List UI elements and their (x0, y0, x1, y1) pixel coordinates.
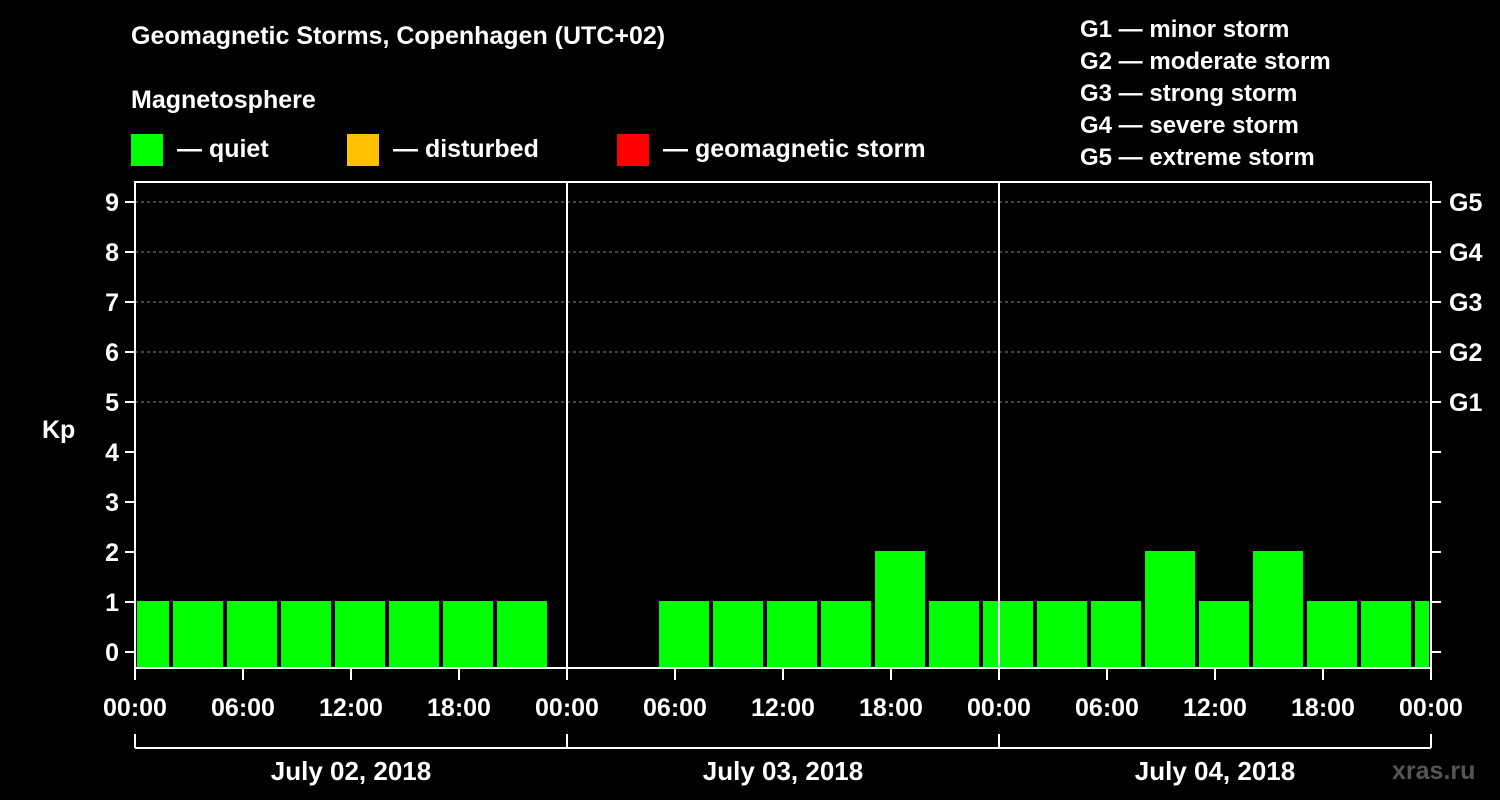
x-tick-label-8: 00:00 (967, 694, 1031, 722)
y-tick-label-3: 3 (105, 489, 119, 517)
x-tick-label-1: 06:00 (211, 694, 275, 722)
x-tick-label-4: 00:00 (535, 694, 599, 722)
storm-scale-legend: G1 — minor storm G2 — moderate storm G3 … (1080, 14, 1331, 174)
bar-12 (875, 551, 925, 668)
legend-label-disturbed: — disturbed (393, 135, 539, 163)
bar-17 (1145, 551, 1195, 668)
x-tick-label-11: 18:00 (1291, 694, 1355, 722)
bar-15 (1037, 601, 1087, 668)
y-tick-label-4: 4 (105, 439, 119, 467)
x-tick-label-5: 06:00 (643, 694, 707, 722)
right-axis-label-g5: G5 (1449, 189, 1482, 217)
y-axis-label: Kp (42, 416, 75, 444)
bar-22 (1415, 601, 1429, 668)
bar-11 (821, 601, 871, 668)
storm-scale-g2: G2 — moderate storm (1080, 48, 1331, 75)
day-label-2: July 04, 2018 (1135, 756, 1295, 786)
legend-swatch-storm (617, 134, 649, 166)
legend-label-storm: — geomagnetic storm (663, 135, 926, 163)
right-axis-label-g2: G2 (1449, 339, 1482, 367)
plot-frame (134, 181, 1432, 669)
magnetosphere-title: Magnetosphere (131, 86, 316, 114)
y-tick-label-6: 6 (105, 339, 119, 367)
storm-scale-g3: G3 — strong storm (1080, 80, 1298, 107)
bar-2 (227, 601, 277, 668)
y-tick-label-7: 7 (105, 289, 119, 317)
x-tick-label-2: 12:00 (319, 694, 383, 722)
bar-7 (497, 601, 547, 668)
x-tick-label-9: 06:00 (1075, 694, 1139, 722)
bar-14 (983, 601, 1033, 668)
right-axis-label-g1: G1 (1449, 389, 1482, 417)
right-axis-label-g3: G3 (1449, 289, 1482, 317)
bar-6 (443, 601, 493, 668)
day-label-1: July 03, 2018 (703, 756, 863, 786)
legend-swatch-quiet (131, 134, 163, 166)
x-tick-label-12: 00:00 (1399, 694, 1463, 722)
bar-13 (929, 601, 979, 668)
x-tick-label-3: 18:00 (427, 694, 491, 722)
bar-5 (389, 601, 439, 668)
y-tick-label-8: 8 (105, 239, 119, 267)
right-axis-label-g4: G4 (1449, 239, 1482, 267)
y-tick-label-1: 1 (105, 589, 119, 617)
watermark: xras.ru (1392, 757, 1476, 785)
y-tick-label-2: 2 (105, 539, 119, 567)
bar-8 (659, 601, 709, 668)
y-tick-label-5: 5 (105, 389, 119, 417)
x-tick-label-10: 12:00 (1183, 694, 1247, 722)
chart-title: Geomagnetic Storms, Copenhagen (UTC+02) (131, 22, 666, 50)
bar-16 (1091, 601, 1141, 668)
storm-scale-g5: G5 — extreme storm (1080, 144, 1315, 171)
bar-0 (137, 601, 169, 668)
bar-4 (335, 601, 385, 668)
bar-21 (1361, 601, 1411, 668)
x-tick-label-0: 00:00 (103, 694, 167, 722)
day-label-0: July 02, 2018 (271, 756, 431, 786)
storm-scale-g1: G1 — minor storm (1080, 16, 1290, 43)
bar-18 (1199, 601, 1249, 668)
bar-19 (1253, 551, 1303, 668)
y-tick-label-9: 9 (105, 189, 119, 217)
bar-10 (767, 601, 817, 668)
bar-3 (281, 601, 331, 668)
y-tick-label-0: 0 (105, 639, 119, 667)
legend-label-quiet: — quiet (177, 135, 269, 163)
bar-1 (173, 601, 223, 668)
storm-scale-g4: G4 — severe storm (1080, 112, 1299, 139)
x-tick-label-7: 18:00 (859, 694, 923, 722)
bar-20 (1307, 601, 1357, 668)
x-tick-label-6: 12:00 (751, 694, 815, 722)
legend-swatch-disturbed (347, 134, 379, 166)
bar-9 (713, 601, 763, 668)
